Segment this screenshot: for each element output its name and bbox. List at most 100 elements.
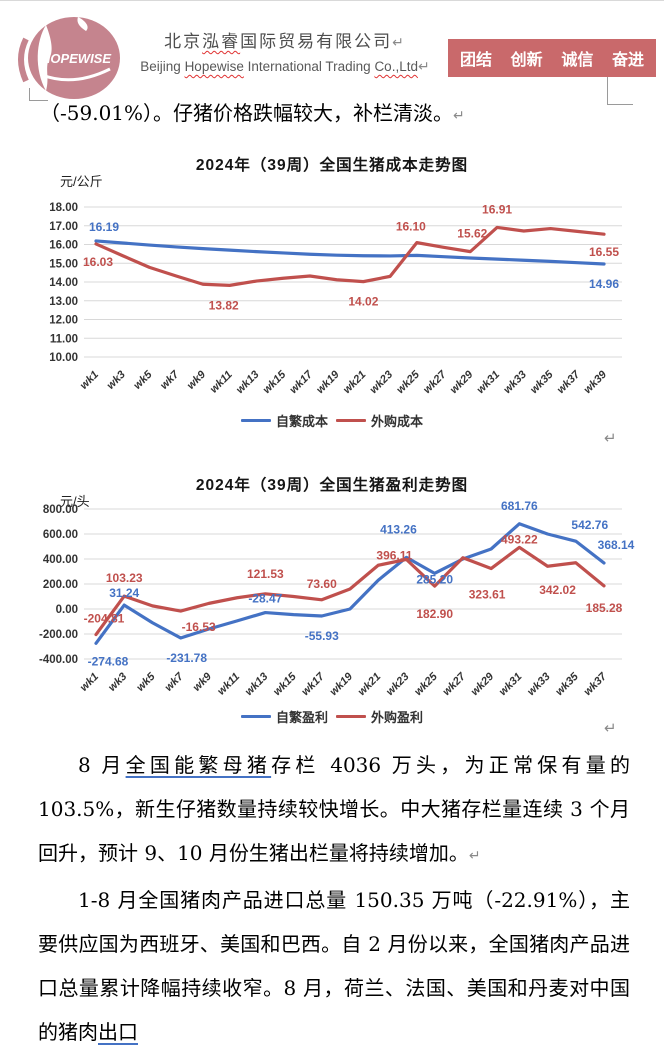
x-axis-tick: wk27	[440, 670, 468, 698]
banner-word: 创新	[510, 52, 543, 69]
data-label: 16.91	[482, 202, 512, 216]
y-axis-tick: 400.00	[43, 554, 78, 566]
x-axis-tick: wk23	[368, 369, 396, 397]
data-label: -28.47	[248, 592, 282, 606]
text-segment: 北京	[164, 32, 203, 51]
x-axis-tick: wk3	[106, 671, 129, 694]
x-axis-tick: wk27	[421, 368, 449, 396]
x-axis-tick: wk23	[384, 671, 412, 699]
y-axis-tick: -400.00	[39, 654, 78, 666]
x-axis-tick: wk3	[105, 369, 128, 392]
data-label: 493.22	[501, 532, 538, 546]
series-line	[94, 522, 606, 645]
x-axis-tick: wk35	[553, 670, 581, 698]
pilcrow-mark: ↵	[604, 429, 617, 447]
data-label: 182.90	[416, 607, 453, 621]
pilcrow-mark: ↵	[392, 35, 406, 51]
x-axis-tick: wk5	[134, 670, 158, 694]
company-name-en: Beijing Hopewise International Trading C…	[120, 59, 450, 75]
x-axis-tick: wk9	[185, 368, 209, 392]
data-label: 16.10	[396, 220, 426, 234]
data-label: -204.81	[84, 612, 125, 626]
x-axis-tick: wk17	[299, 670, 327, 698]
legend-line-swatch	[240, 715, 271, 718]
text-segment: 8 月	[78, 753, 126, 777]
x-axis-tick: wk15	[271, 670, 299, 698]
y-axis-tick: 13.00	[49, 296, 78, 308]
legend-line-swatch	[240, 419, 271, 422]
data-label: 16.19	[89, 220, 119, 234]
paragraph-sow-inventory: 8 月全国能繁母猪存栏 4036 万头，为正常保有量的 103.5%，新生仔猪数…	[38, 743, 630, 878]
paragraph-pork-imports: 1-8 月全国猪肉产品进口总量 150.35 万吨（-22.91%），主要供应国…	[38, 878, 630, 1054]
x-axis-tick: wk35	[528, 368, 556, 396]
x-axis-tick: wk5	[131, 368, 155, 392]
data-label: 368.14	[598, 538, 635, 552]
profit-chart: 800.00 600.00 400.00 200.00 0.00 -200.00 -400.…	[39, 499, 635, 699]
logo-swirl	[37, 25, 52, 91]
y-axis-tick: 200.00	[43, 579, 78, 591]
data-label: -274.68	[88, 654, 129, 668]
y-axis-tick: 0.00	[56, 604, 78, 616]
x-axis-tick: wk7	[163, 670, 187, 694]
data-label: 396.11	[376, 548, 412, 562]
logo-crescent	[18, 37, 29, 83]
x-axis-tick: wk7	[158, 368, 182, 392]
logo-swirl-top	[77, 17, 88, 31]
y-axis-tick: 10.00	[49, 352, 78, 364]
series-line	[94, 239, 606, 266]
data-label: 15.62	[457, 227, 487, 241]
x-axis-tick: wk33	[501, 369, 529, 397]
x-axis-tick: wk31	[475, 369, 503, 397]
x-axis-tick: wk11	[208, 369, 235, 396]
x-axis-tick: wk11	[215, 671, 242, 698]
series-line	[94, 225, 606, 287]
slogan-banner: 团结 创新 诚信 奋进	[448, 39, 656, 77]
data-label: -16.53	[182, 620, 216, 634]
x-axis-tick: wk39	[582, 368, 610, 396]
series-line	[94, 545, 606, 637]
logo-ribbon	[41, 67, 111, 82]
data-label: 185.28	[586, 601, 623, 615]
data-label: 14.96	[589, 277, 619, 291]
y-axis-tick: 12.00	[49, 315, 78, 327]
spellcheck-text: 泓睿	[202, 32, 241, 51]
x-axis-tick: wk13	[243, 671, 271, 699]
y-axis-tick: 18.00	[49, 202, 78, 214]
spellcheck-text: Co.,Ltd	[374, 59, 418, 74]
data-label: 323.61	[469, 588, 506, 602]
pilcrow-mark: ↵	[468, 848, 481, 864]
data-label: 285.20	[416, 572, 453, 586]
x-axis-tick: wk19	[314, 368, 342, 396]
x-axis-tick: wk37	[582, 670, 610, 698]
y-axis-tick: 14.00	[49, 277, 78, 289]
pilcrow-mark: ↵	[453, 108, 465, 124]
logo-text: HOPEWISE	[41, 51, 111, 66]
x-axis-tick: wk37	[555, 368, 583, 396]
company-header: 北京泓睿国际贸易有限公司↵ Beijing Hopewise Internati…	[120, 27, 450, 75]
data-label: 16.55	[589, 245, 619, 259]
x-axis-tick: wk13	[234, 369, 262, 397]
data-label: 121.53	[247, 567, 284, 581]
pilcrow-mark: ↵	[417, 59, 430, 75]
cost-chart-legend: 自繁成本 外购成本	[0, 411, 664, 430]
y-axis-tick: -200.00	[39, 629, 78, 641]
data-label: 413.26	[380, 522, 417, 536]
text-segment: 1-8 月全国猪肉产品进口总量 150.35 万吨（-22.91%），主要供应国…	[38, 888, 630, 1044]
legend-item: 自繁成本	[240, 411, 328, 430]
data-label: 681.76	[501, 499, 538, 513]
banner-word: 诚信	[561, 52, 594, 69]
y-axis-tick: 600.00	[43, 529, 78, 541]
legend-line-swatch	[336, 715, 366, 718]
text-segment: Beijing	[140, 59, 185, 74]
profit-chart-title: 2024年（39周）全国生猪盈利走势图	[195, 477, 469, 494]
cost-chart-title: 2024年（39周）全国生猪成本走势图	[195, 157, 469, 174]
x-axis-tick: wk33	[525, 671, 553, 699]
data-label: 13.82	[209, 298, 239, 312]
data-label: -55.93	[305, 629, 339, 643]
y-axis-tick: 17.00	[49, 221, 78, 233]
underlined-text: 全国能繁母猪	[125, 753, 272, 777]
legend-item: 外购盈利	[336, 707, 423, 726]
y-axis-tick: 16.00	[49, 240, 78, 252]
